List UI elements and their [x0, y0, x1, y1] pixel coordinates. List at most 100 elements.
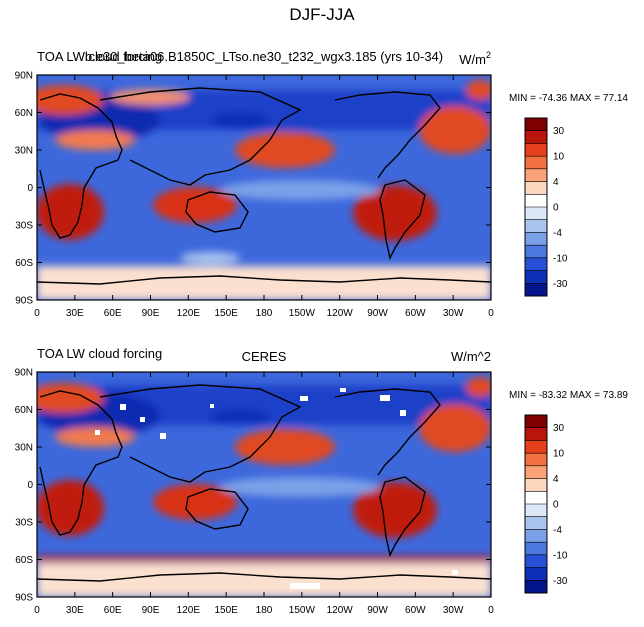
panel2-colorbar-swatch: [525, 542, 547, 556]
panel2-lat-label: 60S: [15, 555, 33, 566]
panel2-coast-asia: [99, 384, 302, 483]
panel1-coast-asia: [99, 87, 302, 186]
panel1-lat-label: 90N: [15, 71, 33, 82]
panel2-field: [37, 372, 491, 597]
panel2-colorbar-swatch: [525, 440, 547, 454]
panel2-colorbar-label: 30: [553, 423, 565, 434]
panel1-lon-label: 0: [34, 308, 40, 319]
panel2-colorbar-label: -4: [553, 525, 562, 536]
panel2-lon-label: 0: [34, 605, 40, 616]
panel1-coast-australia: [185, 191, 249, 233]
panel2-coast-south-america: [379, 476, 426, 558]
panel1-colorbar-swatch: [525, 283, 547, 297]
panel2-coast-antarctica: [37, 572, 491, 582]
panel1-colorbar-label: -10: [553, 253, 568, 264]
panel1-field: [37, 75, 491, 300]
panel2-lon-label: 180: [256, 605, 273, 616]
panel2-lon-label: 90W: [367, 605, 388, 616]
panel1-lat-label: 60S: [15, 258, 33, 269]
panel1-coast-south-america: [379, 179, 426, 261]
panel1-lat-label: 30S: [15, 221, 33, 232]
panel1-lon-label: 180: [256, 308, 273, 319]
panel2-title-left: TOA LW cloud forcing: [37, 346, 162, 361]
panel1-colorbar-label: -4: [553, 228, 562, 239]
figure-title: DJF-JJA: [289, 5, 355, 24]
panel2-colorbar-swatch: [525, 491, 547, 505]
panel1-coast-antarctica: [37, 275, 491, 285]
panel2-colorbar-swatch: [525, 504, 547, 518]
panel1-lon-label: 60W: [405, 308, 426, 319]
panel2-lon-label: 0: [488, 605, 494, 616]
panel1-colorbar-swatch: [525, 194, 547, 208]
panel2-coast-australia: [185, 488, 249, 530]
panel-obs: TOA LW cloud forcing CERES W/m^2 MIN = -…: [15, 346, 629, 616]
panel2-colorbar-swatch: [525, 415, 547, 429]
panel1-units: W/m2: [459, 50, 491, 67]
panel1-colorbar-swatch: [525, 232, 547, 246]
panel1-colorbar-swatch: [525, 257, 547, 272]
panel2-colorbar-swatch: [525, 529, 547, 543]
panel1-lon-label: 30E: [66, 308, 84, 319]
panel2-lon-label: 120E: [177, 605, 201, 616]
panel2-colorbar-label: -30: [553, 576, 568, 587]
panel1-colorbar-label: 30: [553, 126, 565, 137]
panel2-lat-label: 0: [27, 480, 33, 491]
panel2-colorbar-label: 0: [553, 500, 559, 511]
panel2-colorbar-swatch: [525, 465, 547, 480]
panel1-title-left: TOA LW cloud forcing: [37, 49, 162, 64]
panel1-colorbar-swatch: [525, 219, 547, 233]
panel1-lon-label: 120W: [327, 308, 354, 319]
panel2-lon-label: 60W: [405, 605, 426, 616]
panel1-colorbar-label: 4: [553, 177, 559, 188]
panel2-title-center: CERES: [242, 349, 287, 364]
panel2-units: W/m^2: [451, 349, 491, 364]
panel2-colorbar-swatch: [525, 478, 547, 492]
panel-model: TOA LW cloud forcing b.e30_beta06.B1850C…: [15, 49, 629, 319]
panel2-lat-label: 30N: [15, 443, 33, 454]
panel1-lat-label: 60N: [15, 108, 33, 119]
panel1-colorbar-swatch: [525, 156, 547, 170]
panel2-colorbar-swatch: [525, 580, 547, 594]
panel1-lat-label: 90S: [15, 296, 33, 307]
panel2-colorbar-label: 4: [553, 474, 559, 485]
panel1-lon-label: 120E: [177, 308, 201, 319]
panel2-lon-label: 150E: [214, 605, 238, 616]
panel2-coast-north-america: [334, 388, 441, 476]
panel2-lat-label: 90N: [15, 368, 33, 379]
panel2-lon-label: 90E: [142, 605, 160, 616]
panel2-stats: MIN = -83.32 MAX = 73.89: [509, 390, 628, 401]
panel2-colorbar-swatch: [525, 453, 547, 467]
panel2-colorbar-frame: [524, 414, 548, 594]
panel2-lon-label: 30W: [443, 605, 464, 616]
panel2-colorbar-swatch: [525, 567, 547, 581]
panel1-colorbar-swatch: [525, 270, 547, 284]
panel1-lat-label: 0: [27, 183, 33, 194]
panel2-colorbar-swatch: [525, 516, 547, 530]
panel1-lon-label: 30W: [443, 308, 464, 319]
panel2-colorbar-label: -10: [553, 550, 568, 561]
panel1-lon-label: 0: [488, 308, 494, 319]
panel1-lon-label: 90W: [367, 308, 388, 319]
panel1-lat-label: 30N: [15, 146, 33, 157]
panel1-colorbar-label: 10: [553, 152, 565, 163]
panel2-lon-label: 150W: [289, 605, 316, 616]
panel1-coast-north-america: [334, 91, 441, 179]
panel1-colorbar-swatch: [525, 207, 547, 221]
panel2-lat-label: 90S: [15, 593, 33, 604]
panel1-colorbar-swatch: [525, 168, 547, 183]
panel2-lat-label: 30S: [15, 518, 33, 529]
panel2-lat-label: 60N: [15, 405, 33, 416]
panel1-title-center: b.e30_beta06.B1850C_LTso.ne30_t232_wgx3.…: [85, 49, 443, 64]
panel2-colorbar-swatch: [525, 427, 547, 441]
panel1-stats: MIN = -74.36 MAX = 77.14: [509, 93, 628, 104]
panel1-colorbar: 30 10 4 0 -4 -10 -30: [524, 117, 568, 297]
panel2-lon-label: 30E: [66, 605, 84, 616]
panel2-colorbar: 30 10 4 0 -4 -10 -30: [524, 414, 568, 594]
panel1-colorbar-frame: [524, 117, 548, 297]
panel2-lon-label: 60E: [104, 605, 122, 616]
panel1-colorbar-swatch: [525, 181, 547, 195]
panel2-colorbar-label: 10: [553, 449, 565, 460]
panel1-lon-label: 90E: [142, 308, 160, 319]
